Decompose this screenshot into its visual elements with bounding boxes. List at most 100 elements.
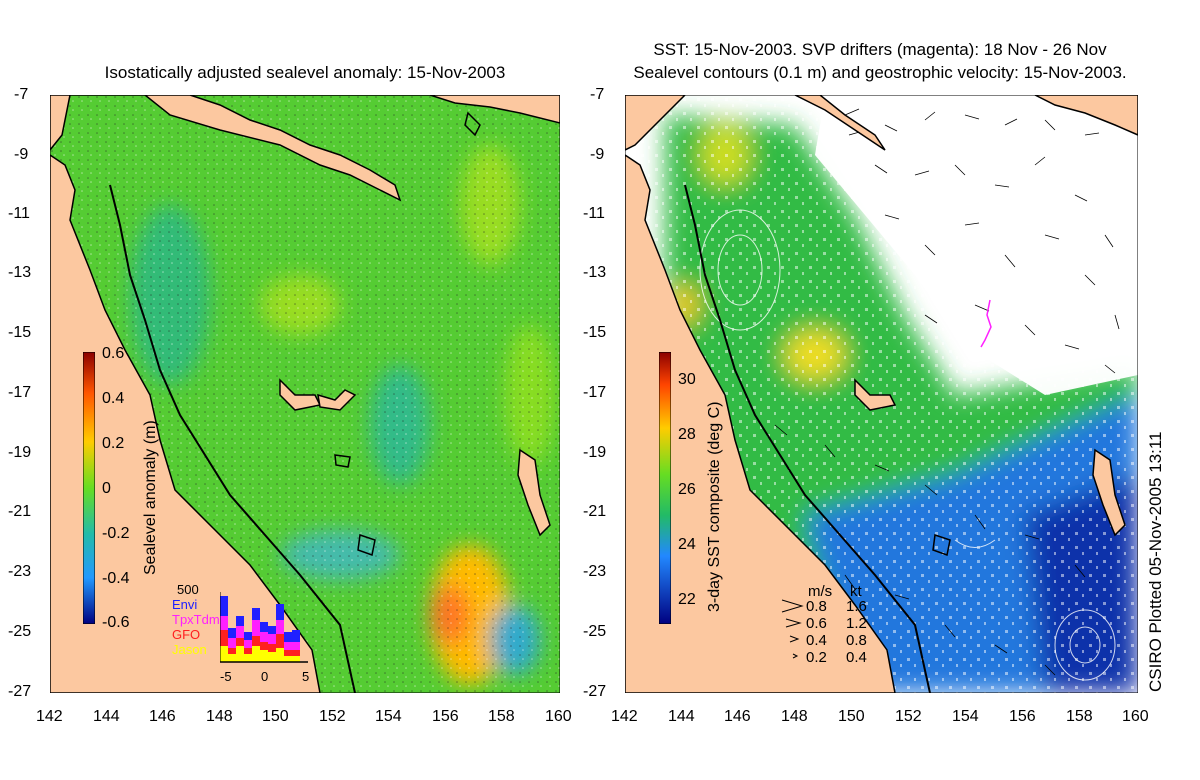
x-tick: 152 <box>319 708 346 725</box>
colorbar-tick: 30 <box>678 371 696 388</box>
x-tick: 158 <box>488 708 515 725</box>
histogram-column <box>260 622 268 662</box>
papua-peninsula <box>794 95 886 151</box>
x-tick: 144 <box>668 708 695 725</box>
x-tick: 160 <box>1122 708 1149 725</box>
island <box>357 534 376 556</box>
y-tick: -15 <box>583 324 607 341</box>
histogram-series-tpxtdm: TpxTdm <box>172 612 220 627</box>
velocity-legend-header-kt: kt <box>850 583 862 600</box>
velocity-legend-ms: 0.6 <box>806 615 827 632</box>
y-tick: -19 <box>8 444 32 461</box>
colorbar-tick: 22 <box>678 591 696 608</box>
colorbar-tick: 24 <box>678 536 696 553</box>
x-tick: 150 <box>838 708 865 725</box>
colorbar-tick: 0 <box>102 480 111 497</box>
y-tick: -25 <box>583 623 607 640</box>
velocity-legend-kt: 1.6 <box>846 598 867 615</box>
y-tick: -9 <box>590 146 605 163</box>
y-tick: -25 <box>8 623 32 640</box>
sst-map <box>625 95 1138 693</box>
x-tick: 146 <box>724 708 751 725</box>
reef-contour <box>684 184 931 693</box>
island <box>1092 448 1126 537</box>
histogram-series-envi: Envi <box>172 597 198 612</box>
colorbar-tick: 0.2 <box>102 435 125 452</box>
histogram-bars <box>220 592 308 663</box>
y-tick: -17 <box>583 384 607 401</box>
y-tick: -17 <box>8 384 32 401</box>
island <box>932 534 951 556</box>
sla-colorbar <box>83 352 95 624</box>
velocity-legend-arrows <box>781 599 804 659</box>
colorbar-tick: -0.4 <box>102 570 130 587</box>
velocity-legend-kt: 1.2 <box>846 615 867 632</box>
x-tick: 158 <box>1066 708 1093 725</box>
colorbar-tick: -0.2 <box>102 525 130 542</box>
histogram-series-gfo: GFO <box>172 627 201 642</box>
colorbar-tick: 28 <box>678 426 696 443</box>
island <box>317 389 357 411</box>
y-tick: -11 <box>8 205 30 222</box>
sealevel-anomaly-map <box>50 95 560 693</box>
y-tick: -13 <box>583 264 607 281</box>
reef-contour <box>109 184 356 693</box>
y-tick: -21 <box>583 503 607 520</box>
velocity-legend-kt: 0.8 <box>846 632 867 649</box>
histogram-column <box>236 616 244 662</box>
histogram-column <box>252 608 260 662</box>
new-guinea-land <box>50 95 560 152</box>
sla-colorbar-label: Sealevel anomaly (m) <box>142 420 159 575</box>
histogram-column <box>292 630 300 662</box>
x-tick: 146 <box>149 708 176 725</box>
australia-land <box>625 154 896 693</box>
left-panel-title: Isostatically adjusted sealevel anomaly:… <box>104 63 506 82</box>
new-guinea-land <box>625 95 687 151</box>
right-panel-title-line1: SST: 15-Nov-2003. SVP drifters (magenta)… <box>653 40 1107 59</box>
papua-peninsula <box>143 95 402 202</box>
x-tick: 148 <box>206 708 233 725</box>
right-panel-title-line2: Sealevel contours (0.1 m) and geostrophi… <box>633 63 1127 82</box>
x-tick: 142 <box>611 708 638 725</box>
y-tick: -7 <box>14 86 29 103</box>
x-tick: 160 <box>545 708 572 725</box>
y-tick: -23 <box>8 563 32 580</box>
y-tick: -19 <box>583 444 607 461</box>
x-tick: 154 <box>952 708 979 725</box>
x-tick: 156 <box>1009 708 1036 725</box>
sealevel-contours <box>699 209 1116 681</box>
png-east-land <box>1034 95 1138 136</box>
histogram-column <box>228 628 236 662</box>
y-tick: -11 <box>583 205 605 222</box>
x-tick: 152 <box>895 708 922 725</box>
y-tick: -27 <box>583 683 607 700</box>
colorbar-tick: 0.4 <box>102 390 125 407</box>
island <box>334 454 351 468</box>
sst-colorbar <box>659 352 671 624</box>
velocity-legend-ms: 0.8 <box>806 598 827 615</box>
x-tick: 150 <box>262 708 289 725</box>
histogram-series-jason: Jason <box>172 642 207 657</box>
histogram-column <box>220 596 228 662</box>
velocity-legend-ms: 0.2 <box>806 649 827 666</box>
australia-land <box>50 154 321 693</box>
histogram-column <box>268 626 276 662</box>
histogram-column <box>244 632 252 662</box>
y-tick: -7 <box>590 86 605 103</box>
y-tick: -21 <box>8 503 32 520</box>
plot-credit: CSIRO Plotted 05-Nov-2005 13:11 <box>1146 431 1165 693</box>
velocity-legend-ms: 0.4 <box>806 632 827 649</box>
histogram-x-tick: 0 <box>261 669 269 684</box>
sst-colorbar-label: 3-day SST composite (deg C) <box>706 401 723 612</box>
island <box>464 111 481 137</box>
y-tick: -9 <box>14 146 29 163</box>
colorbar-tick: 26 <box>678 481 696 498</box>
x-tick: 156 <box>432 708 459 725</box>
y-tick: -23 <box>583 563 607 580</box>
velocity-legend-kt: 0.4 <box>846 649 867 666</box>
island <box>517 448 551 537</box>
histogram-column <box>276 604 284 662</box>
colorbar-tick: -0.6 <box>102 614 130 631</box>
svp-drifter-track <box>980 299 992 348</box>
histogram-x-tick: 5 <box>302 669 310 684</box>
